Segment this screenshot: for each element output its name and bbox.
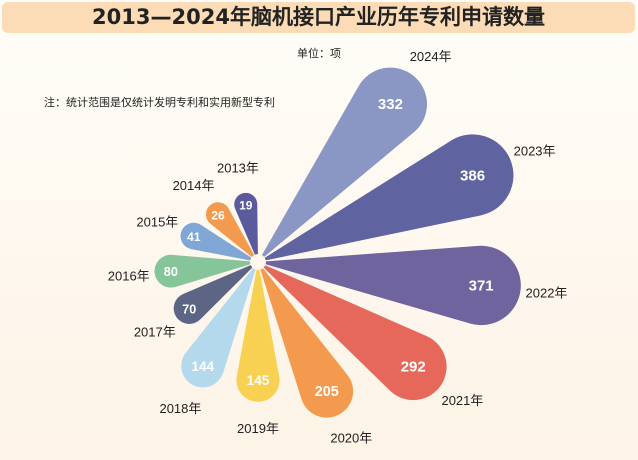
petal-2017年 [173, 265, 253, 324]
unit-label: 单位：项 [297, 47, 341, 60]
petal-2014年 [205, 202, 255, 257]
year-label: 2021年 [441, 393, 483, 408]
value-label: 145 [247, 373, 270, 388]
year-label: 2014年 [173, 178, 215, 193]
value-label: 332 [378, 96, 403, 113]
chart-title: 2013—2024年脑机接口产业历年专利申请数量 [2, 2, 635, 33]
petal-2020年 [260, 268, 354, 418]
petal-2022年 [265, 245, 521, 326]
year-label: 2018年 [159, 401, 201, 416]
petal-2021年 [263, 265, 447, 401]
year-label: 2016年 [108, 269, 150, 284]
year-label: 2023年 [514, 143, 556, 158]
value-label: 371 [469, 277, 494, 294]
year-label: 2024年 [410, 49, 452, 64]
year-label: 2022年 [526, 285, 568, 300]
petal-2018年 [181, 268, 256, 388]
petal-2013年 [234, 192, 258, 255]
year-label: 2015年 [136, 214, 178, 229]
value-label: 41 [187, 230, 201, 244]
value-label: 205 [315, 384, 339, 400]
value-label: 80 [164, 264, 178, 279]
value-label: 19 [239, 198, 253, 212]
value-label: 144 [191, 359, 214, 374]
petal-2023年 [264, 134, 514, 261]
note-text: 注：统计范围是仅统计发明专利和实用新型专利 [44, 96, 275, 109]
petal-2016年 [154, 254, 251, 288]
year-label: 2013年 [217, 161, 259, 176]
value-label: 386 [460, 167, 485, 184]
petal-2015年 [180, 222, 252, 261]
value-label: 292 [401, 359, 426, 376]
value-label: 26 [211, 208, 225, 222]
value-label: 70 [182, 302, 196, 316]
petal-2019年 [236, 269, 280, 402]
year-label: 2020年 [330, 430, 372, 445]
petal-2024年 [261, 67, 427, 257]
year-label: 2019年 [237, 421, 279, 436]
year-label: 2017年 [134, 325, 176, 340]
